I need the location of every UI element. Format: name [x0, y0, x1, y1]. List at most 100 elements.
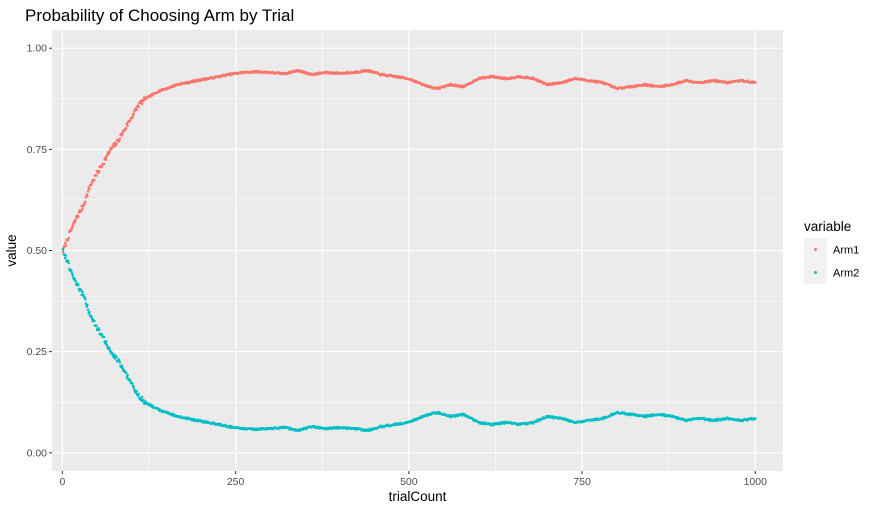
point-arm1	[70, 228, 73, 231]
point-arm2	[132, 386, 136, 389]
x-axis: 0 250 500 750 1000	[59, 471, 767, 488]
legend-key-arm2	[814, 271, 817, 274]
point-arm2	[104, 340, 108, 343]
point-arm2	[86, 303, 89, 307]
point-arm1	[86, 190, 90, 193]
y-tick-label: 0.75	[27, 144, 48, 156]
point-arm2	[86, 308, 90, 311]
point-arm2	[124, 371, 128, 375]
point-arm2	[142, 398, 145, 402]
point-arm2	[63, 256, 67, 260]
point-arm1	[132, 112, 136, 115]
point-arm1	[129, 119, 132, 122]
x-tick-label: 750	[573, 476, 591, 488]
point-arm2	[92, 319, 96, 323]
point-arm1	[97, 169, 101, 173]
legend: variable Arm1 Arm2	[804, 219, 859, 284]
point-arm2	[121, 366, 124, 370]
x-tick-label: 250	[227, 476, 245, 488]
point-arm2	[61, 247, 65, 251]
point-arm2	[105, 343, 109, 346]
point-arm1	[79, 209, 83, 213]
x-axis-title: trialCount	[389, 489, 447, 504]
point-arm2	[135, 389, 138, 393]
point-arm2	[140, 395, 144, 399]
y-tick-label: 0.25	[27, 346, 48, 358]
x-tick-label: 1000	[744, 476, 768, 488]
point-arm1	[83, 200, 87, 204]
data-points	[61, 68, 757, 433]
point-arm2	[753, 417, 757, 420]
point-arm2	[102, 335, 106, 339]
point-arm2	[77, 283, 80, 286]
point-arm2	[126, 374, 129, 377]
point-arm1	[95, 174, 98, 177]
y-axis: 0.00 0.25 0.50 0.75 1.00	[27, 43, 52, 459]
point-arm2	[83, 295, 86, 299]
x-tick-label: 0	[59, 476, 65, 488]
point-arm2	[110, 351, 114, 355]
point-arm1	[108, 150, 111, 154]
point-arm2	[137, 392, 140, 396]
point-arm1	[126, 124, 129, 127]
point-arm1	[102, 162, 106, 166]
point-arm1	[117, 139, 121, 143]
point-arm2	[115, 355, 118, 359]
point-arm2	[90, 315, 93, 319]
point-arm1	[104, 158, 108, 161]
point-arm1	[81, 204, 85, 208]
point-arm1	[115, 142, 118, 146]
point-arm2	[81, 290, 84, 294]
point-arm1	[86, 194, 89, 198]
point-arm1	[81, 207, 84, 211]
point-arm1	[124, 126, 128, 130]
point-arm2	[83, 297, 87, 301]
point-arm1	[61, 250, 65, 254]
point-arm2	[81, 293, 85, 297]
point-arm2	[71, 273, 75, 277]
point-arm2	[129, 379, 132, 382]
chart-title: Probability of Choosing Arm by Trial	[25, 6, 294, 25]
point-arm2	[100, 332, 104, 336]
point-arm1	[121, 131, 124, 135]
point-arm1	[88, 187, 91, 191]
point-arm2	[97, 328, 101, 332]
point-arm2	[118, 361, 122, 364]
point-arm1	[71, 224, 75, 228]
x-tick-label: 500	[400, 476, 418, 488]
point-arm1	[753, 81, 757, 84]
point-arm1	[137, 105, 140, 109]
point-arm2	[67, 261, 70, 265]
point-arm1	[135, 108, 138, 112]
point-arm2	[131, 381, 134, 385]
point-arm2	[88, 310, 91, 314]
point-arm1	[131, 116, 134, 120]
y-tick-label: 1.00	[27, 43, 48, 55]
point-arm2	[70, 270, 73, 273]
point-arm2	[120, 364, 124, 367]
y-axis-title: value	[4, 234, 19, 266]
point-arm2	[74, 279, 77, 283]
point-arm1	[77, 215, 80, 218]
point-arm1	[140, 102, 144, 106]
point-arm1	[74, 218, 77, 222]
point-arm2	[108, 347, 111, 351]
point-arm1	[105, 155, 109, 158]
point-arm1	[67, 236, 70, 240]
point-arm2	[117, 358, 121, 362]
point-arm1	[120, 134, 124, 137]
legend-key-arm1	[814, 248, 817, 251]
point-arm1	[90, 182, 93, 186]
grid-major	[52, 30, 783, 471]
point-arm1	[63, 241, 67, 245]
point-arm1	[92, 178, 96, 182]
point-arm2	[95, 324, 98, 327]
point-arm2	[79, 288, 83, 292]
y-tick-label: 0.00	[27, 447, 48, 459]
point-arm1	[64, 244, 68, 247]
y-tick-label: 0.50	[27, 245, 48, 257]
legend-title: variable	[804, 219, 851, 234]
point-arm1	[83, 202, 86, 206]
point-arm2	[64, 254, 68, 257]
